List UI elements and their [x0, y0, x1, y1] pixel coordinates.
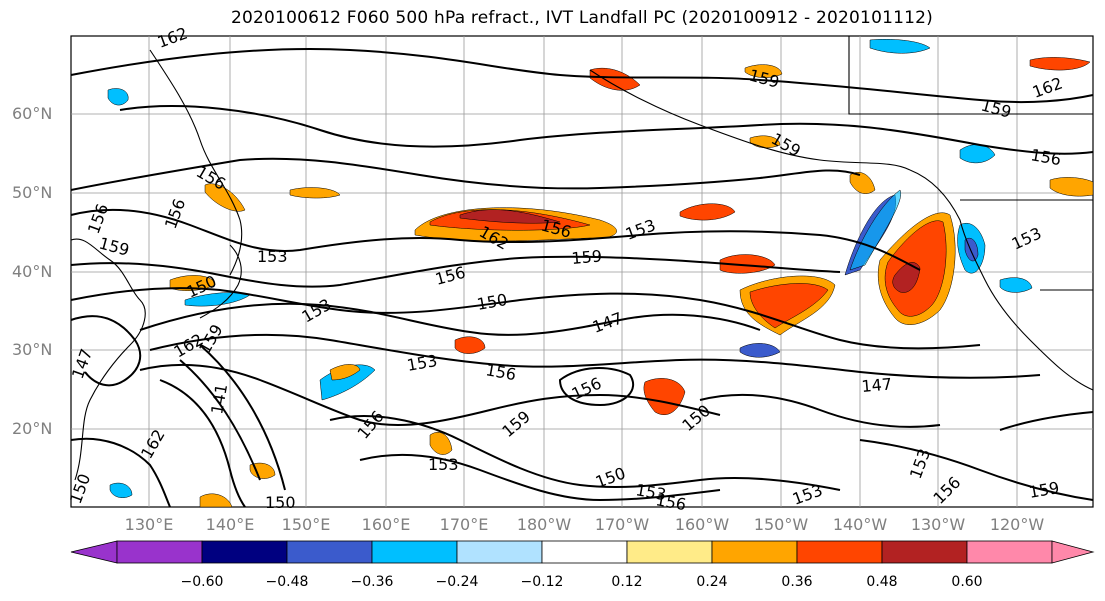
lon-label-140w: 140°W	[832, 515, 888, 534]
colorbar-tick: −0.12	[520, 574, 564, 590]
lat-label-30n: 30°N	[12, 340, 53, 359]
lon-label-130e: 130°E	[124, 515, 174, 534]
lon-label-150w: 150°W	[753, 515, 809, 534]
colorbar-tick: 0.12	[611, 574, 643, 590]
colorbar-swatch	[286, 540, 373, 564]
lon-label-130w: 130°W	[910, 515, 966, 534]
lon-label-180w: 180°W	[516, 515, 572, 534]
colorbar-swatch	[456, 540, 543, 564]
colorbar-swatch	[796, 540, 883, 564]
lat-label-50n: 50°N	[12, 183, 53, 202]
colorbar-swatch	[626, 540, 713, 564]
lon-label-170e: 170°E	[439, 515, 489, 534]
map-title: 2020100612 F060 500 hPa refract., IVT La…	[230, 8, 933, 28]
colorbar-swatch	[966, 540, 1053, 564]
colorbar-swatch	[116, 540, 203, 564]
colorbar-swatch	[1051, 540, 1095, 564]
colorbar-tick: −0.48	[265, 574, 309, 590]
colorbar-tick: 0.24	[696, 574, 728, 590]
lon-label-120w: 120°W	[989, 515, 1045, 534]
colorbar-tick: 0.36	[781, 574, 813, 590]
lon-label-160w: 160°W	[674, 515, 730, 534]
colorbar-tick: −0.24	[435, 574, 479, 590]
lon-label-150e: 150°E	[281, 515, 331, 534]
colorbar-swatch	[711, 540, 798, 564]
colorbar-swatch	[70, 540, 118, 564]
colorbar-swatch	[371, 540, 458, 564]
colorbar-tick: −0.36	[350, 574, 394, 590]
lon-label-160e: 160°E	[361, 515, 411, 534]
colorbar-tick: −0.60	[180, 574, 224, 590]
colorbar-tick: 0.48	[866, 574, 898, 590]
lat-label-20n: 20°N	[12, 419, 53, 438]
lat-label-40n: 40°N	[12, 262, 53, 281]
colorbar-swatch	[881, 540, 968, 564]
colorbar-swatches	[70, 540, 1095, 564]
colorbar-swatch	[201, 540, 288, 564]
colorbar-swatch	[541, 540, 628, 564]
lat-label-60n: 60°N	[12, 104, 53, 123]
graticule	[71, 36, 1093, 507]
contour-lines	[70, 48, 1094, 508]
colorbar-tick: 0.60	[951, 574, 983, 590]
lon-label-140e: 140°E	[205, 515, 255, 534]
lon-label-170w: 170°W	[594, 515, 650, 534]
